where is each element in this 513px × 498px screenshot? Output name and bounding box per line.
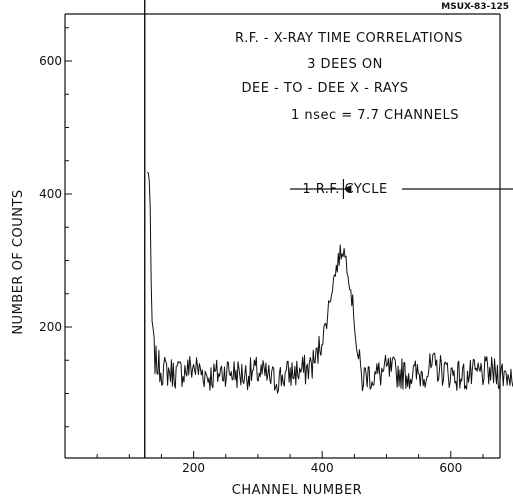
y-tick-label: 600: [39, 54, 62, 68]
series-layer: [144, 0, 513, 458]
annotation-dees-on: 3 DEES ON: [307, 57, 383, 72]
count-trace: [146, 171, 513, 394]
chart-title: R.F. - X-RAY TIME CORRELATIONS: [235, 31, 463, 46]
annotation-nsec-scale: 1 nsec = 7.7 CHANNELS: [291, 108, 459, 123]
y-tick-label: 200: [39, 320, 62, 334]
x-tick-label: 600: [439, 461, 462, 475]
y-axis-label: NUMBER OF COUNTS: [11, 189, 26, 334]
x-tick-label: 200: [182, 461, 205, 475]
rf-cycle-arrow: [290, 179, 513, 199]
x-axis-label: CHANNEL NUMBER: [232, 483, 362, 498]
tick-labels: 200400600800200400600800: [39, 54, 462, 475]
plot-frame: [64, 13, 501, 459]
y-tick-label: 400: [39, 187, 62, 201]
axis-ticks: [65, 27, 484, 458]
rf-cycle-left-arrowhead: [343, 185, 352, 193]
annotation-dee-to-dee: DEE - TO - DEE X - RAYS: [241, 81, 408, 96]
x-tick-label: 400: [311, 461, 334, 475]
figure-code: MSUX-83-125: [441, 2, 509, 12]
